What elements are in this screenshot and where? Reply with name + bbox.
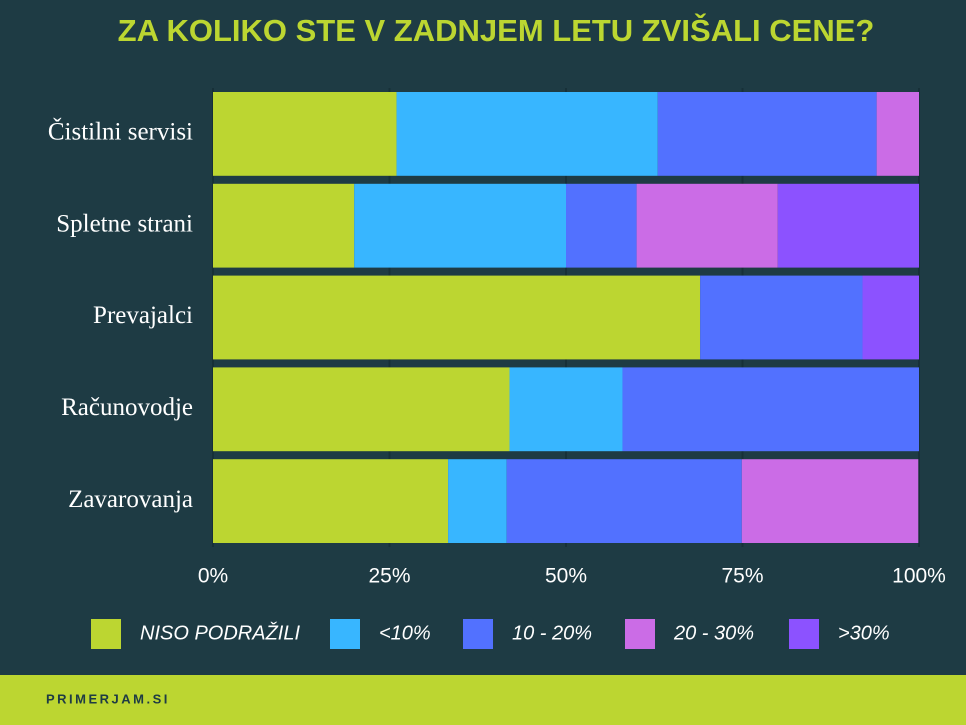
- bar-segment: [777, 183, 919, 268]
- x-tick-label: 0%: [198, 565, 228, 588]
- y-tick-label: Prevajalci: [93, 302, 193, 329]
- bar-segment: [862, 275, 919, 360]
- bar-segment: [213, 459, 449, 543]
- footer-band: [0, 675, 966, 725]
- legend-label: 20 - 30%: [673, 622, 754, 644]
- legend-label: <10%: [379, 622, 431, 644]
- x-tick-label: 100%: [892, 565, 946, 588]
- bar-segment: [657, 92, 877, 176]
- legend-swatch: [463, 619, 493, 649]
- bar-segment: [213, 92, 397, 176]
- legend-swatch: [789, 619, 819, 649]
- chart-title: ZA KOLIKO STE V ZADNJEM LETU ZVIŠALI CEN…: [118, 12, 875, 48]
- bar-segment: [741, 459, 919, 543]
- bar-segment: [700, 275, 863, 360]
- legend-label: NISO PODRAŽILI: [140, 621, 300, 644]
- x-tick-label: 50%: [545, 565, 587, 588]
- bar-segment: [213, 367, 510, 452]
- bar-segment: [876, 92, 919, 176]
- y-tick-label: Računovodje: [61, 394, 193, 421]
- bar-segment: [636, 183, 778, 268]
- legend-label: 10 - 20%: [512, 622, 592, 644]
- bar-segment: [354, 183, 566, 268]
- bar-segment: [566, 183, 637, 268]
- legend-swatch: [625, 619, 655, 649]
- bar-segment: [213, 275, 701, 360]
- legend-swatch: [91, 619, 121, 649]
- legend-label: >30%: [838, 622, 890, 644]
- x-tick-label: 75%: [721, 565, 763, 588]
- bar-segment: [396, 92, 658, 176]
- legend-swatch: [330, 619, 360, 649]
- y-tick-label: Spletne strani: [56, 210, 193, 237]
- bar-segment: [622, 367, 919, 452]
- bar-segment: [506, 459, 742, 543]
- y-tick-label: Čistilni servisi: [48, 118, 193, 146]
- footer-text: PRIMERJAM.SI: [46, 691, 170, 706]
- x-tick-label: 25%: [368, 565, 410, 588]
- bar-segment: [213, 183, 355, 268]
- y-tick-label: Zavarovanja: [68, 486, 193, 513]
- bar-segment: [509, 367, 623, 452]
- bar-segment: [448, 459, 507, 543]
